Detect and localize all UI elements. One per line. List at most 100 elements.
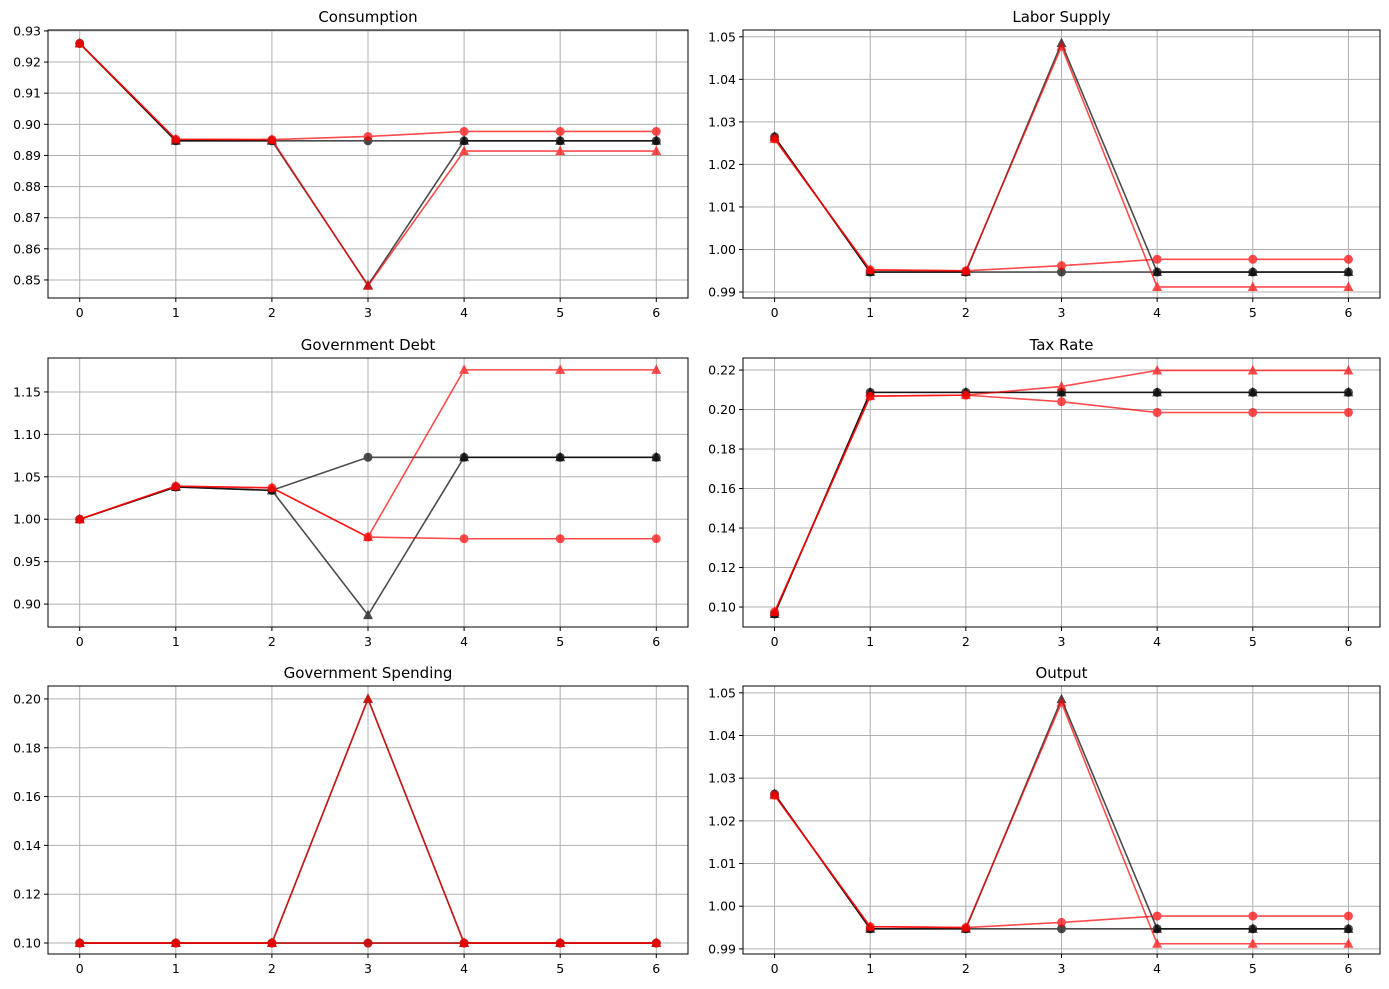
y-tick-label: 0.90 — [13, 597, 41, 612]
subplot-5: 0 1 2 3 4 5 6 0.99 1.00 1.01 1.02 1.03 1.04 1.05 Outpu… — [708, 664, 1381, 976]
y-tick-label: 0.14 — [13, 838, 41, 853]
data-point-circle — [1343, 254, 1353, 264]
y-tick-label: 0.92 — [13, 55, 41, 70]
data-point-triangle — [1056, 41, 1067, 51]
subplot-2: 0 1 2 3 4 5 6 0.90 0.95 1.00 1.05 1.10 1.15 Governmen… — [13, 336, 689, 649]
y-tick-label: 1.00 — [708, 242, 736, 257]
data-point-triangle — [459, 135, 470, 145]
y-tick-label: 0.18 — [708, 442, 736, 457]
y-tick-label: 1.01 — [708, 199, 736, 214]
y-tick-label: 0.95 — [13, 554, 41, 569]
data-point-triangle — [865, 390, 876, 401]
data-point-circle — [1152, 254, 1162, 264]
y-tick-label: 0.12 — [13, 887, 41, 902]
x-tick-label: 3 — [364, 961, 372, 976]
data-point-circle — [459, 534, 469, 544]
data-point-triangle — [74, 37, 85, 48]
y-tick-label: 1.00 — [708, 899, 736, 914]
data-point-triangle — [1247, 386, 1258, 397]
x-tick-label: 5 — [1249, 305, 1257, 320]
x-tick-label: 0 — [76, 961, 84, 976]
data-point-triangle — [170, 937, 181, 948]
x-tick-label: 3 — [364, 634, 372, 649]
data-point-circle — [1343, 911, 1353, 921]
x-tick-label: 2 — [962, 305, 970, 320]
data-point-triangle — [555, 451, 566, 462]
y-tick-label: 1.05 — [708, 685, 736, 700]
data-point-triangle — [1343, 923, 1354, 933]
data-point-triangle — [1152, 266, 1163, 277]
x-tick-label: 4 — [1153, 634, 1161, 649]
data-point-triangle — [960, 265, 971, 275]
x-tick-label: 1 — [172, 961, 180, 976]
data-point-circle — [1057, 397, 1066, 407]
data-point-triangle — [1343, 386, 1354, 397]
data-point-circle — [363, 938, 373, 948]
data-point-triangle — [1152, 386, 1163, 397]
data-point-triangle — [74, 513, 85, 524]
data-point-triangle — [960, 389, 971, 400]
series-3 — [769, 697, 1354, 948]
data-point-triangle — [1343, 281, 1354, 291]
data-point-triangle — [555, 937, 566, 948]
data-point-circle — [555, 126, 565, 136]
data-point-triangle — [651, 364, 662, 374]
x-tick-label: 0 — [771, 634, 779, 649]
x-tick-label: 1 — [866, 634, 874, 649]
data-point-triangle — [170, 480, 181, 491]
data-point-circle — [1248, 408, 1258, 418]
x-tick-label: 4 — [1153, 305, 1161, 320]
data-point-circle — [1152, 408, 1162, 418]
data-point-circle — [1343, 408, 1353, 418]
data-point-triangle — [769, 133, 780, 143]
series-3 — [74, 364, 662, 542]
series-3 — [74, 693, 662, 948]
y-tick-label: 0.90 — [13, 117, 41, 132]
data-point-triangle — [651, 145, 662, 156]
data-point-triangle — [555, 135, 566, 145]
axes-frame — [47, 357, 689, 628]
data-point-triangle — [651, 135, 662, 145]
data-point-triangle — [1056, 697, 1067, 707]
data-point-circle — [1057, 267, 1066, 277]
data-point-triangle — [1152, 281, 1163, 291]
x-tick-label: 0 — [76, 634, 84, 649]
y-tick-label: 0.20 — [13, 691, 41, 706]
x-tick-label: 2 — [962, 634, 970, 649]
data-point-circle — [555, 534, 565, 544]
axes-frame — [47, 685, 689, 955]
x-tick-label: 3 — [1058, 634, 1066, 649]
subplot-1: 0 1 2 3 4 5 6 0.99 1.00 1.01 1.02 1.03 1.04 1.05 Labor… — [708, 8, 1381, 320]
data-point-triangle — [74, 937, 85, 948]
data-point-triangle — [1152, 364, 1163, 375]
data-point-triangle — [1247, 938, 1258, 948]
y-tick-label: 1.02 — [708, 813, 736, 828]
y-tick-label: 0.87 — [13, 210, 41, 225]
data-point-triangle — [865, 264, 876, 274]
data-point-circle — [1057, 261, 1066, 271]
x-tick-label: 3 — [1058, 961, 1066, 976]
data-point-triangle — [459, 145, 470, 156]
x-tick-label: 1 — [866, 305, 874, 320]
data-point-triangle — [651, 937, 662, 948]
x-tick-label: 0 — [771, 961, 779, 976]
y-tick-label: 0.16 — [708, 481, 736, 496]
x-tick-label: 5 — [556, 305, 564, 320]
data-point-triangle — [769, 789, 780, 800]
y-tick-label: 1.05 — [708, 29, 736, 44]
y-tick-label: 0.91 — [13, 86, 41, 101]
y-tick-label: 0.20 — [708, 402, 736, 417]
data-point-triangle — [960, 922, 971, 932]
data-point-triangle — [1247, 364, 1258, 375]
x-tick-label: 4 — [1153, 961, 1161, 976]
axes-frame — [742, 29, 1381, 299]
data-point-triangle — [769, 606, 780, 616]
y-tick-label: 1.01 — [708, 856, 736, 871]
data-point-circle — [1057, 917, 1066, 927]
x-tick-label: 5 — [1249, 634, 1257, 649]
data-point-triangle — [1056, 386, 1067, 397]
data-point-triangle — [1247, 281, 1258, 291]
data-point-triangle — [266, 937, 277, 948]
y-tick-label: 0.10 — [708, 600, 736, 615]
